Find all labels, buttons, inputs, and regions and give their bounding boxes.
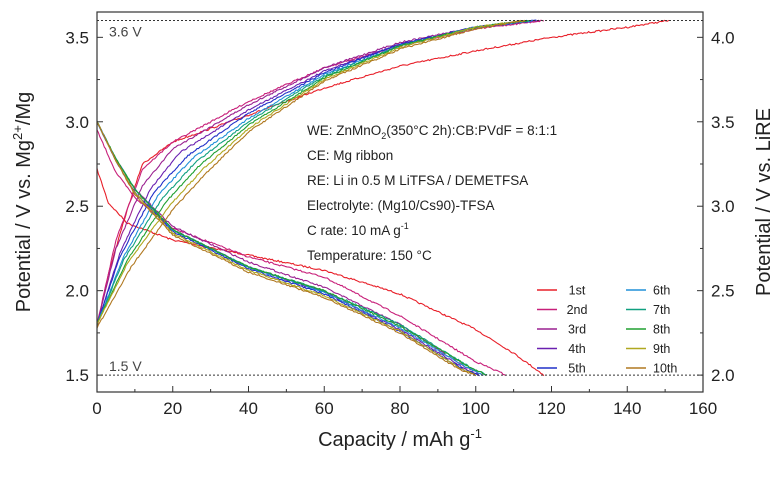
x-tick-label: 60 xyxy=(315,399,334,418)
reference-label-1: 1.5 V xyxy=(109,358,142,374)
reference-lines: 3.6 V 1.5 V xyxy=(97,19,703,376)
legend-label-6th: 6th xyxy=(653,284,670,298)
right-y-axis-title: Potential / V vs. LiRE xyxy=(753,108,775,296)
x-tick-label: 120 xyxy=(537,399,565,418)
legend-label-2nd: 2nd xyxy=(567,303,588,317)
legend-label-5th: 5th xyxy=(568,362,585,376)
charge-curve-9th xyxy=(96,19,526,325)
right-y-axis-ticks: 2.0 2.5 3.0 3.5 4.0 xyxy=(697,28,735,385)
annotation-part: -1 xyxy=(401,221,409,231)
x-tick-label: 160 xyxy=(689,399,717,418)
left-y-tick-label: 3.0 xyxy=(65,113,89,132)
legend: 1st 2nd 3rd 4th 5th 6th 7th 8th 9th 10th xyxy=(537,284,677,376)
left-y-tick-label: 3.5 xyxy=(65,28,89,47)
x-tick-label: 0 xyxy=(92,399,101,418)
x-axis-ticks: 0 20 40 60 80 100 120 140 160 xyxy=(92,386,717,418)
annotation-part: Temperature: 150 °C xyxy=(307,248,432,263)
x-tick-label: 20 xyxy=(163,399,182,418)
legend-label-4th: 4th xyxy=(568,342,585,356)
right-y-tick-label: 3.5 xyxy=(711,113,735,132)
x-axis-title: Capacity / mAh g-1 xyxy=(318,426,482,451)
annotation-part: 2 xyxy=(381,131,386,141)
charge-curve-10th xyxy=(96,19,526,329)
annotation-part: CE: Mg ribbon xyxy=(307,148,393,163)
charge-curve-1st xyxy=(96,19,670,328)
annotation-line-5: Temperature: 150 °C xyxy=(307,248,432,263)
x-axis-title-sup: -1 xyxy=(470,426,482,441)
annotation-line-2: RE: Li in 0.5 M LiTFSA / DEMETFSA xyxy=(307,173,528,188)
annotation-line-1: CE: Mg ribbon xyxy=(307,148,393,163)
annotation-part: RE: Li in 0.5 M LiTFSA / DEMETFSA xyxy=(307,173,528,188)
right-y-tick-label: 4.0 xyxy=(711,28,735,47)
legend-label-3rd: 3rd xyxy=(568,323,586,337)
x-axis-title-main: Capacity / mAh g xyxy=(318,429,470,451)
legend-label-10th: 10th xyxy=(653,362,677,376)
discharge-curve-10th xyxy=(96,122,477,377)
right-y-tick-label: 2.0 xyxy=(711,366,735,385)
legend-label-7th: 7th xyxy=(653,303,670,317)
discharge-curve-8th xyxy=(96,120,488,376)
left-y-tick-label: 2.5 xyxy=(65,197,89,216)
annotation-line-4: C rate: 10 mA g-1 xyxy=(307,221,409,238)
right-y-tick-label: 3.0 xyxy=(711,197,735,216)
experiment-annotations: WE: ZnMnO2(350°C 2h):CB:PVdF = 8:1:1 CE: … xyxy=(307,123,557,263)
legend-label-9th: 9th xyxy=(653,342,670,356)
left-y-axis-title-tail: /Mg xyxy=(13,92,35,125)
left-y-axis-title: Potential / V vs. Mg2+/Mg xyxy=(10,92,35,312)
discharge-curve-1st xyxy=(96,168,545,377)
x-tick-label: 40 xyxy=(239,399,258,418)
left-y-tick-label: 2.0 xyxy=(65,282,89,301)
left-y-axis-title-main: Potential / V vs. Mg xyxy=(13,140,35,312)
left-y-axis-title-sup: 2+ xyxy=(10,125,25,140)
x-tick-label: 140 xyxy=(613,399,641,418)
legend-label-8th: 8th xyxy=(653,323,670,337)
left-y-axis-ticks: 1.5 2.0 2.5 3.0 3.5 xyxy=(65,28,103,385)
annotation-line-0: WE: ZnMnO2(350°C 2h):CB:PVdF = 8:1:1 xyxy=(307,123,557,141)
right-y-tick-label: 2.5 xyxy=(711,282,735,301)
annotation-part: C rate: 10 mA g xyxy=(307,223,401,238)
series-curves xyxy=(96,19,670,377)
left-y-tick-label: 1.5 xyxy=(65,366,89,385)
x-tick-label: 100 xyxy=(462,399,490,418)
x-tick-label: 80 xyxy=(391,399,410,418)
legend-label-1st: 1st xyxy=(569,284,586,298)
annotation-part: (350°C 2h):CB:PVdF = 8:1:1 xyxy=(386,123,557,138)
annotation-part: WE: ZnMnO xyxy=(307,123,381,138)
reference-label-0: 3.6 V xyxy=(109,23,142,39)
annotation-line-3: Electrolyte: (Mg10/Cs90)-TFSA xyxy=(307,198,495,213)
annotation-part: Electrolyte: (Mg10/Cs90)-TFSA xyxy=(307,198,495,213)
